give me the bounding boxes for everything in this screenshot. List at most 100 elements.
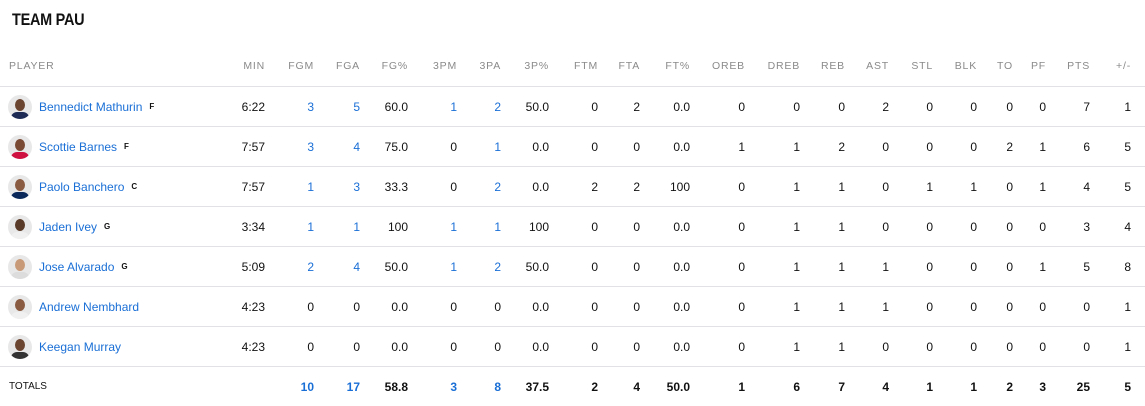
stat-cell: 0 [977,167,1013,207]
stat-cell: 0 [598,327,640,367]
stat-cell[interactable]: 3 [314,167,360,207]
team-title: TEAM PAU [12,10,84,30]
player-name-link[interactable]: Andrew Nembhard [39,300,139,314]
stat-cell: 5 [1090,127,1131,167]
stat-cell: 0 [977,87,1013,127]
total-cell: 50.0 [640,367,690,406]
stat-cell: 0 [889,327,933,367]
stat-cell[interactable]: 2 [457,247,501,287]
total-cell: 2 [549,367,598,406]
stat-cell: 100 [640,167,690,207]
stat-cell: 0.0 [640,127,690,167]
stat-cell: 0.0 [501,287,549,327]
stat-cell: 2 [549,167,598,207]
column-header[interactable]: FTM [549,46,598,87]
stat-cell[interactable]: 1 [408,87,457,127]
stat-cell[interactable]: 2 [457,167,501,207]
column-header[interactable]: 3PM [408,46,457,87]
column-header[interactable]: FGA [314,46,360,87]
position-badge: F [124,142,129,151]
total-cell: 6 [745,367,800,406]
stat-cell[interactable]: 3 [265,127,314,167]
stat-cell[interactable]: 2 [457,87,501,127]
column-header[interactable]: PLAYER [0,46,220,87]
stat-cell: 0 [690,167,745,207]
stat-cell: 5:09 [220,247,265,287]
stat-cell[interactable]: 4 [314,127,360,167]
total-cell: 5 [1090,367,1131,406]
player-name-link[interactable]: Scottie Barnes [39,140,117,154]
stat-cell: 0 [549,247,598,287]
total-cell: 1 [933,367,977,406]
stat-cell[interactable]: 1 [457,207,501,247]
stat-cell: 8 [1090,247,1131,287]
player-headshot [8,335,32,359]
total-cell: 4 [598,367,640,406]
stat-cell: 0.0 [501,167,549,207]
stat-cell: 0 [598,127,640,167]
stat-cell: 0 [1013,287,1046,327]
column-header[interactable]: TO [977,46,1013,87]
stat-cell: 0 [933,247,977,287]
stat-cell[interactable]: 1 [314,207,360,247]
stat-cell: 0 [408,327,457,367]
stat-cell: 3:34 [220,207,265,247]
player-name-link[interactable]: Bennedict Mathurin [39,100,142,114]
stat-cell: 0 [549,87,598,127]
stat-cell: 0 [800,87,845,127]
stat-cell: 0 [598,207,640,247]
player-headshot [8,255,32,279]
stat-cell: 0.0 [640,207,690,247]
column-header[interactable]: FTA [598,46,640,87]
stat-cell: 0 [408,127,457,167]
stat-cell[interactable]: 5 [314,87,360,127]
stat-cell[interactable]: 2 [265,247,314,287]
stat-cell[interactable]: 1 [265,167,314,207]
stat-cell: 0 [889,247,933,287]
stat-cell: 100 [501,207,549,247]
player-name-link[interactable]: Jaden Ivey [39,220,97,234]
player-cell: Andrew Nembhard [0,287,220,327]
stat-cell: 0 [933,87,977,127]
column-header[interactable]: FG% [360,46,408,87]
column-header[interactable]: PF [1013,46,1046,87]
player-name-link[interactable]: Paolo Banchero [39,180,124,194]
column-header[interactable]: BLK [933,46,977,87]
column-header[interactable]: REB [800,46,845,87]
stat-cell: 0.0 [501,327,549,367]
stat-cell: 0 [598,247,640,287]
stat-cell: 1 [845,247,889,287]
stat-cell[interactable]: 1 [265,207,314,247]
player-name-link[interactable]: Jose Alvarado [39,260,114,274]
column-header[interactable]: FT% [640,46,690,87]
total-cell: 58.8 [360,367,408,406]
column-header[interactable]: MIN [220,46,265,87]
column-header[interactable]: 3P% [501,46,549,87]
stat-cell[interactable]: 1 [408,207,457,247]
column-header[interactable]: PTS [1046,46,1090,87]
stat-cell: 0 [408,167,457,207]
stat-cell[interactable]: 1 [457,127,501,167]
player-name-link[interactable]: Keegan Murray [39,340,121,354]
column-header[interactable]: AST [845,46,889,87]
column-header[interactable]: 3PA [457,46,501,87]
stat-cell[interactable]: 3 [265,87,314,127]
total-cell [220,367,265,406]
stat-cell: 0 [690,87,745,127]
column-header[interactable]: OREB [690,46,745,87]
total-cell: 1 [690,367,745,406]
stat-cell: 0 [889,87,933,127]
stat-cell: 0 [598,287,640,327]
stat-cell[interactable]: 4 [314,247,360,287]
stat-cell: 0 [933,287,977,327]
column-header[interactable]: +/- [1090,46,1131,87]
column-header[interactable]: STL [889,46,933,87]
stat-cell[interactable]: 1 [408,247,457,287]
column-header[interactable]: DREB [745,46,800,87]
column-header[interactable]: FGM [265,46,314,87]
